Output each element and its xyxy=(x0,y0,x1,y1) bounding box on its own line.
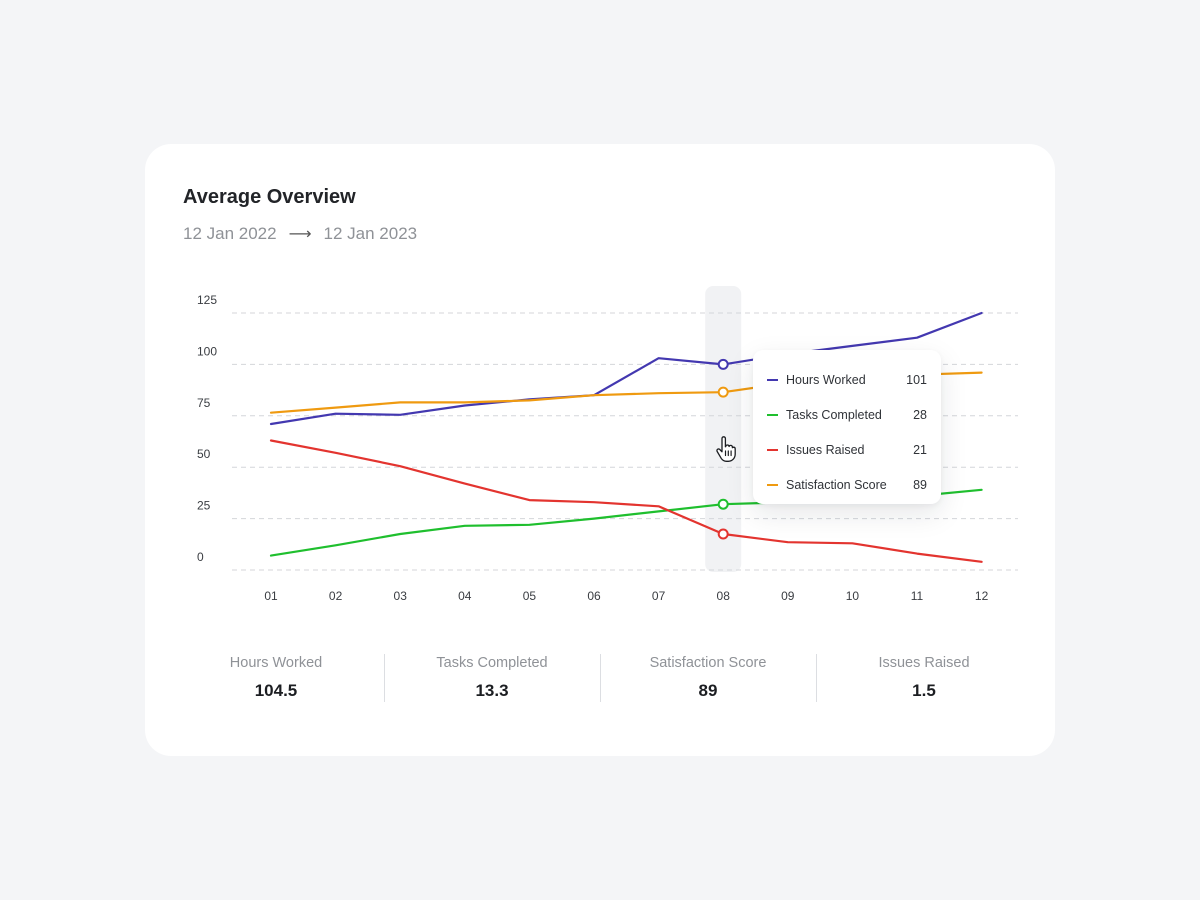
hover-band xyxy=(705,286,742,572)
date-range[interactable]: 12 Jan 2022 ⟶ 12 Jan 2023 xyxy=(183,224,417,244)
stat-label: Satisfaction Score xyxy=(649,655,767,671)
stat-label: Issues Raised xyxy=(878,655,970,671)
tooltip-value: 101 xyxy=(906,372,927,387)
x-tick-label: 10 xyxy=(846,589,860,603)
series-line-issues-raised xyxy=(269,439,983,563)
stat-hours-worked: Hours Worked 104.5 xyxy=(168,652,384,702)
date-arrow-icon: ⟶ xyxy=(288,226,312,243)
stat-value: 1.5 xyxy=(912,681,936,700)
x-tick-label: 05 xyxy=(523,589,537,603)
tooltip-value: 21 xyxy=(913,442,927,457)
x-tick-label: 12 xyxy=(975,589,989,603)
stat-satisfaction-score: Satisfaction Score 89 xyxy=(600,652,816,702)
tooltip-row-issues: Issues Raised 21 xyxy=(767,432,927,467)
stat-value: 13.3 xyxy=(475,681,509,700)
y-tick-label: 50 xyxy=(197,447,211,461)
x-tick-label: 02 xyxy=(329,589,343,603)
tooltip-label: Tasks Completed xyxy=(786,407,882,422)
tooltip-row-tasks: Tasks Completed 28 xyxy=(767,397,927,432)
stat-value: 89 xyxy=(698,681,718,700)
y-tick-label: 100 xyxy=(197,344,217,358)
hover-point-tasks-completed[interactable] xyxy=(717,498,729,510)
tooltip-row-hours: Hours Worked 101 xyxy=(767,362,927,397)
date-from: 12 Jan 2022 xyxy=(183,224,277,243)
x-tick-label: 11 xyxy=(911,589,924,603)
x-tick-label: 01 xyxy=(264,589,278,603)
stat-value: 104.5 xyxy=(254,681,298,700)
card-title: Average Overview xyxy=(183,186,356,208)
x-tick-label: 04 xyxy=(458,589,472,603)
tooltip-label: Issues Raised xyxy=(786,442,865,457)
hand-pointer-icon xyxy=(716,436,736,462)
x-tick-label: 07 xyxy=(652,589,666,603)
chart-tooltip: Hours Worked 101 Tasks Completed 28 Issu… xyxy=(753,350,941,504)
series-line-hours-worked xyxy=(269,311,983,426)
x-tick-label: 09 xyxy=(781,589,795,603)
tooltip-swatch xyxy=(767,483,778,486)
summary-stats: Hours Worked 104.5 Tasks Completed 13.3 … xyxy=(168,652,1032,702)
y-tick-label: 25 xyxy=(197,499,211,513)
tooltip-label: Hours Worked xyxy=(786,372,866,387)
stat-label: Tasks Completed xyxy=(436,655,548,671)
tooltip-swatch xyxy=(767,413,778,416)
tooltip-value: 28 xyxy=(913,407,927,422)
stat-issues-raised: Issues Raised 1.5 xyxy=(816,652,1032,702)
x-tick-label: 06 xyxy=(587,589,601,603)
tooltip-label: Satisfaction Score xyxy=(786,477,887,492)
date-to: 12 Jan 2023 xyxy=(323,224,418,243)
overview-card: Average Overview 12 Jan 2022 ⟶ 12 Jan 20… xyxy=(145,144,1055,756)
y-tick-label: 125 xyxy=(197,293,217,307)
stat-tasks-completed: Tasks Completed 13.3 xyxy=(384,652,600,702)
stat-label: Hours Worked xyxy=(229,655,323,671)
hover-point-hours-worked[interactable] xyxy=(717,358,729,370)
x-tick-label: 08 xyxy=(717,589,731,603)
tooltip-row-satisfaction: Satisfaction Score 89 xyxy=(767,467,927,502)
y-tick-label: 0 xyxy=(197,550,204,564)
hover-point-satisfaction-score[interactable] xyxy=(717,386,729,398)
hover-point-issues-raised[interactable] xyxy=(717,528,729,540)
x-tick-label: 03 xyxy=(394,589,408,603)
y-tick-label: 75 xyxy=(197,396,211,410)
tooltip-swatch xyxy=(767,448,778,451)
tooltip-swatch xyxy=(767,378,778,381)
tooltip-value: 89 xyxy=(913,477,927,492)
